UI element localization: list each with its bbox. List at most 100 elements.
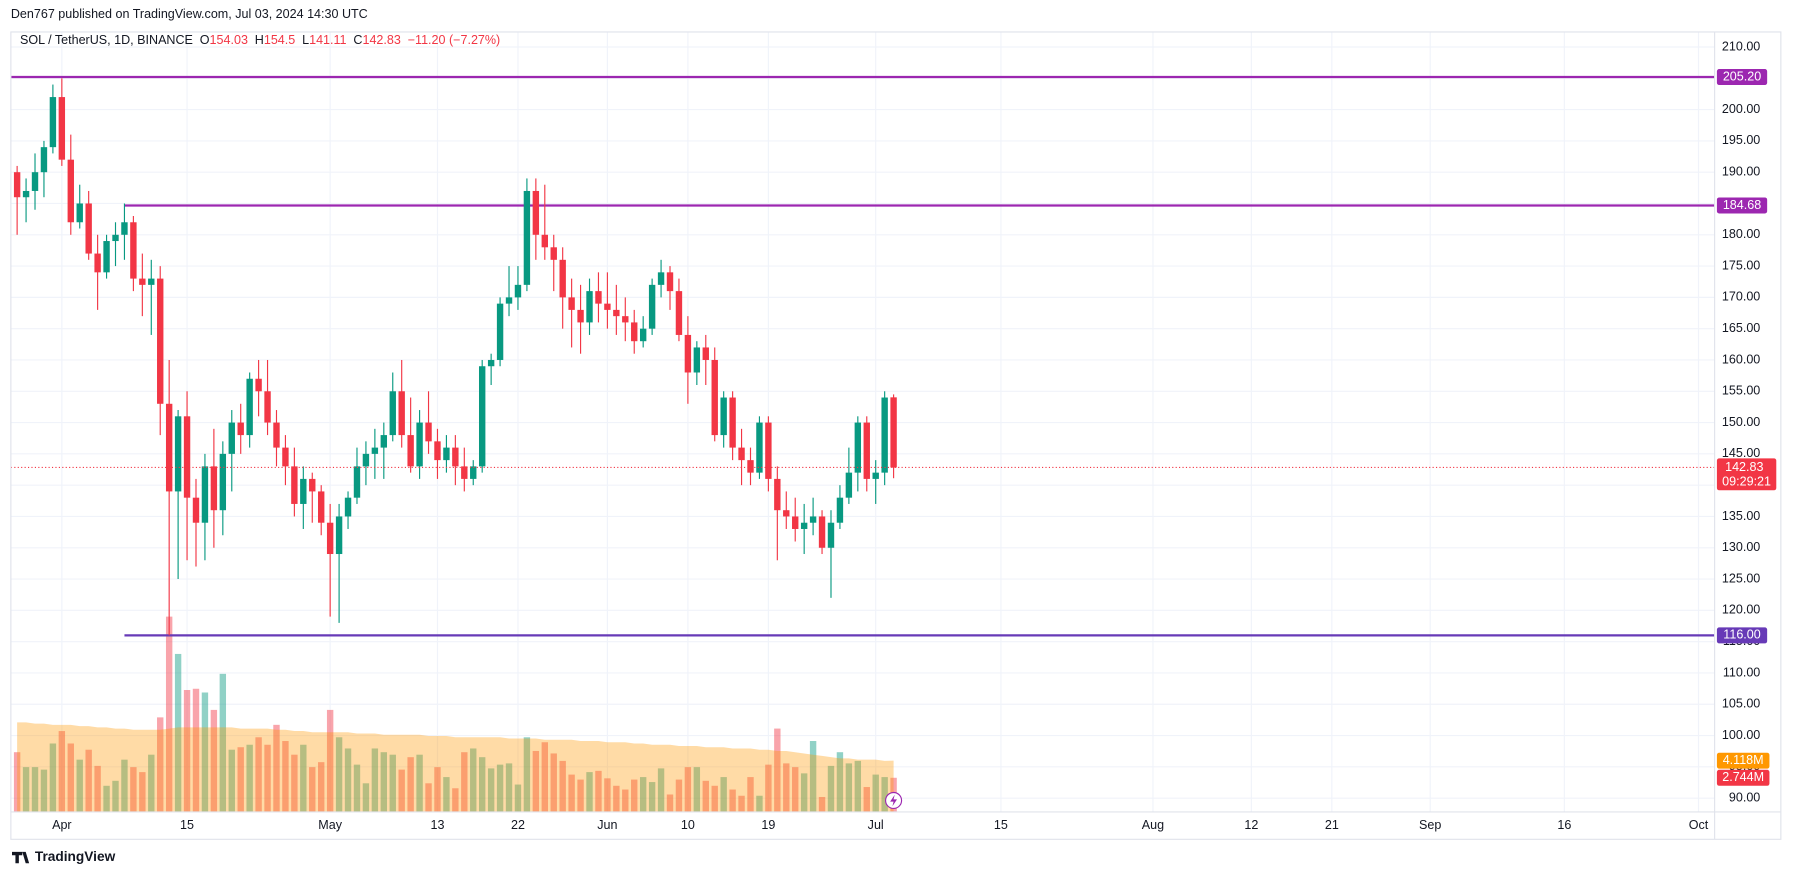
candle-body <box>478 366 486 467</box>
candle-body <box>165 403 173 492</box>
candle-body <box>183 416 191 498</box>
brand: TradingView <box>35 849 116 864</box>
candle-body <box>523 190 531 285</box>
brand-logo: TradingView <box>12 849 116 864</box>
candle-body <box>738 447 745 461</box>
current-price-label: 142.83 <box>1725 460 1763 474</box>
candle-body <box>380 435 388 448</box>
legend: SOL / TetherUS, 1D, BINANCE O154.03 H154.5… <box>20 33 500 47</box>
volume-bar <box>407 757 414 812</box>
x-tick-label: Aug <box>1142 818 1164 832</box>
candle-body <box>76 203 83 223</box>
candle-body <box>604 303 611 310</box>
volume-bar <box>121 759 128 812</box>
volume-bar <box>228 749 235 812</box>
candle-body <box>434 441 441 461</box>
volume-bar <box>863 787 870 812</box>
candle-body <box>720 397 727 436</box>
volume-bar <box>657 768 665 812</box>
x-tick-label: Oct <box>1689 818 1709 832</box>
volume-bar <box>219 673 227 812</box>
candle-body <box>148 278 155 285</box>
y-tick-label: 120.00 <box>1722 603 1760 617</box>
candle-body <box>157 278 164 404</box>
legend-close: 142.83 <box>362 33 400 47</box>
y-tick-label: 180.00 <box>1722 227 1760 241</box>
volume-bar <box>550 753 557 812</box>
volume-bar <box>800 773 808 812</box>
volume-bar <box>532 750 540 812</box>
volume-bar <box>818 796 826 812</box>
candle-body <box>487 359 495 367</box>
legend-change: −11.20 (−7.27%) <box>408 33 501 47</box>
volume-bar <box>684 767 692 812</box>
volume-bar <box>514 784 522 812</box>
volume-bar <box>309 767 316 812</box>
countdown: 09:29:21 <box>1722 475 1771 489</box>
legend-c: C <box>353 33 362 47</box>
volume-bar <box>747 777 754 812</box>
candle-body <box>809 516 817 523</box>
volume-bar <box>326 709 334 812</box>
x-tick-label: 12 <box>1244 818 1258 832</box>
volume-bar <box>765 764 772 812</box>
candle-body <box>827 522 835 548</box>
y-tick-label: 170.00 <box>1722 290 1760 304</box>
level-label: 184.68 <box>1723 198 1761 212</box>
volume-bar <box>872 774 879 812</box>
candle-body <box>192 497 200 523</box>
volume-bar <box>711 785 718 812</box>
volume-bar <box>174 653 182 812</box>
x-tick-label: 22 <box>511 818 525 832</box>
candle-body <box>85 203 92 254</box>
candle-body <box>693 347 701 373</box>
volume-bar <box>586 772 593 812</box>
axes: 90.0095.00100.00105.00110.00115.00120.00… <box>52 39 1777 832</box>
volume-bar <box>738 795 745 812</box>
candle-body <box>49 97 57 148</box>
x-tick-label: Sep <box>1419 818 1441 832</box>
candle-body <box>684 334 692 373</box>
volume-bar <box>362 783 370 812</box>
volume-bar <box>622 789 629 812</box>
volume-bar <box>291 754 298 812</box>
volume-bar <box>836 752 844 812</box>
candle-body <box>550 247 557 260</box>
volume-bar <box>380 752 388 812</box>
candle-body <box>461 466 468 479</box>
volume-bar <box>237 747 244 812</box>
y-tick-label: 210.00 <box>1722 39 1760 53</box>
level-label-box <box>1716 69 1768 86</box>
candle-body <box>210 466 218 511</box>
candle-body <box>881 397 888 473</box>
candle-body <box>112 234 119 242</box>
legend-open: 154.03 <box>210 33 248 47</box>
candle-body <box>94 253 101 273</box>
candle-body <box>756 422 763 473</box>
volume-bar <box>496 764 504 812</box>
x-tick-label: 16 <box>1557 818 1571 832</box>
volume-bar <box>595 770 602 812</box>
volume-bar <box>318 762 325 812</box>
candle-body <box>219 453 227 511</box>
x-tick-label: May <box>318 818 342 832</box>
volume-bar <box>729 789 736 812</box>
candle-body <box>586 291 593 323</box>
volume-bar <box>478 757 486 812</box>
volume-bar <box>675 779 683 812</box>
candle-body <box>58 97 66 160</box>
candle-body <box>407 435 414 467</box>
candle-body <box>291 466 298 504</box>
candle-body <box>890 397 897 468</box>
volume-bar <box>434 767 441 812</box>
candle-body <box>416 422 423 467</box>
candle-body <box>818 516 826 548</box>
volume-bar <box>112 780 119 812</box>
volume-bar <box>631 779 638 812</box>
volume-bar <box>505 763 513 812</box>
volume-bar <box>443 777 450 812</box>
candle-body <box>577 309 584 323</box>
candle-body <box>711 359 718 436</box>
